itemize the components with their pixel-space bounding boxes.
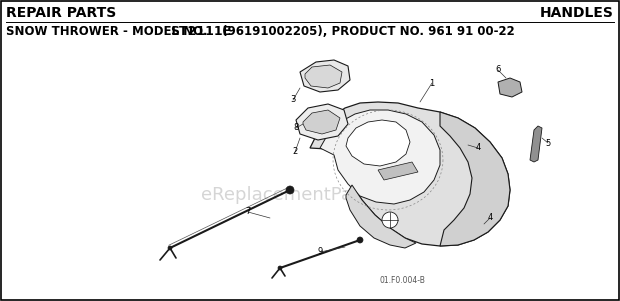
Polygon shape — [310, 102, 510, 246]
Polygon shape — [378, 162, 418, 180]
Text: 9: 9 — [317, 247, 322, 256]
Text: 6: 6 — [495, 66, 501, 75]
Polygon shape — [300, 60, 350, 92]
Polygon shape — [346, 185, 416, 248]
Text: 4: 4 — [487, 213, 493, 222]
Text: HANDLES: HANDLES — [540, 6, 614, 20]
Polygon shape — [530, 126, 542, 162]
Text: 4: 4 — [476, 144, 480, 153]
Text: REPAIR PARTS: REPAIR PARTS — [6, 6, 117, 20]
Text: 1: 1 — [430, 79, 435, 88]
Polygon shape — [303, 110, 340, 134]
Text: (96191002205), PRODUCT NO. 961 91 00-22: (96191002205), PRODUCT NO. 961 91 00-22 — [218, 25, 515, 38]
Text: 2: 2 — [293, 147, 298, 157]
Text: 7: 7 — [246, 207, 250, 216]
Text: 5: 5 — [546, 138, 551, 147]
Text: ST2111E: ST2111E — [170, 25, 231, 38]
Text: eReplacementParts.com: eReplacementParts.com — [200, 186, 420, 204]
Text: 01.F0.004-B: 01.F0.004-B — [380, 276, 426, 285]
Circle shape — [286, 186, 294, 194]
Polygon shape — [346, 120, 410, 166]
Circle shape — [357, 237, 363, 243]
Polygon shape — [440, 112, 510, 246]
Polygon shape — [305, 65, 342, 88]
Circle shape — [382, 212, 398, 228]
Polygon shape — [498, 78, 522, 97]
Circle shape — [168, 246, 172, 250]
Polygon shape — [296, 104, 348, 140]
Text: 8: 8 — [293, 123, 299, 132]
Circle shape — [278, 266, 282, 270]
Text: 3: 3 — [290, 95, 296, 104]
Polygon shape — [320, 110, 440, 204]
Text: SNOW THROWER - MODEL NO.: SNOW THROWER - MODEL NO. — [6, 25, 211, 38]
